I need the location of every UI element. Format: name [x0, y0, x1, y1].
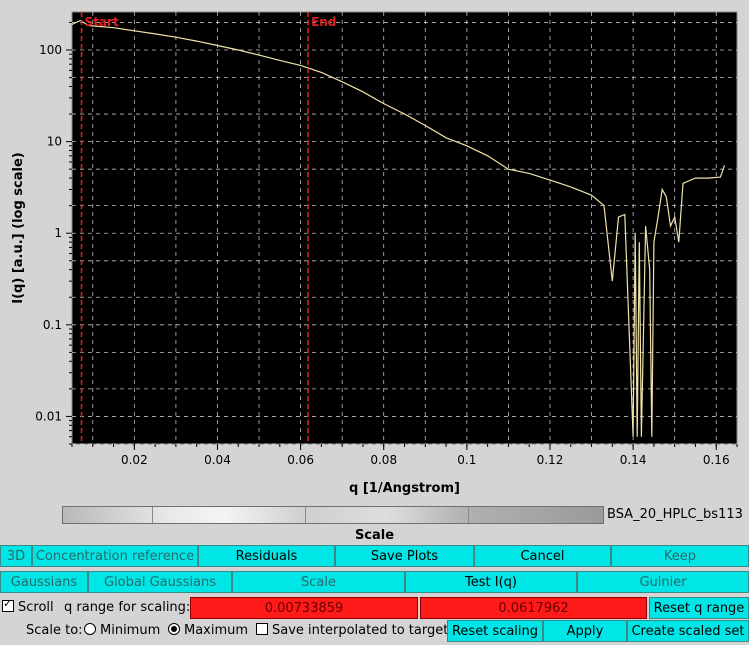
- x-tick-label: 0.1: [457, 453, 476, 467]
- chart-canvas[interactable]: Start End 0.02 0.04 0.06 0.08 0.1 0.12 0.14 0.16 1…: [0, 0, 749, 500]
- y-tick-label: 1: [54, 226, 62, 240]
- intensity-plot[interactable]: Start End 0.02 0.04 0.06 0.08 0.1 0.12 0.14 0.16 1…: [0, 0, 749, 500]
- x-tick-label: 0.06: [287, 453, 314, 467]
- q-range-label: q range for scaling:: [64, 600, 191, 615]
- scroll-checkbox[interactable]: [2, 597, 14, 612]
- q-range-row: Scroll q range for scaling: 0.00733859 0…: [0, 597, 749, 619]
- scroll-label: Scroll: [18, 600, 54, 615]
- minimum-radio[interactable]: [84, 623, 96, 635]
- scroll-toggle[interactable]: Scroll: [2, 597, 54, 615]
- save-interpolated-checkbox[interactable]: [256, 623, 268, 635]
- plot-background: [71, 11, 738, 445]
- test-iq-button[interactable]: Test I(q): [405, 571, 577, 593]
- y-tick-label: 100: [39, 43, 62, 57]
- residuals-button[interactable]: Residuals: [198, 545, 335, 567]
- maximum-radio-option[interactable]: Maximum: [168, 623, 248, 638]
- save-interpolated-option[interactable]: Save interpolated to target: [256, 623, 448, 638]
- scale-to-label: Scale to:: [26, 623, 83, 638]
- apply-button[interactable]: Apply: [543, 620, 627, 642]
- save-plots-button[interactable]: Save Plots: [335, 545, 474, 567]
- range-marker-label-end: End: [311, 15, 336, 29]
- x-tick-label: 0.02: [121, 453, 148, 467]
- y-tick-label: 0.01: [35, 409, 62, 423]
- gaussians-button[interactable]: Gaussians: [0, 571, 88, 593]
- scale-slider-row: BSA_20_HPLC_bs113: [0, 503, 749, 527]
- 3d-button[interactable]: 3D: [0, 545, 32, 567]
- global-gaussians-button[interactable]: Global Gaussians: [88, 571, 232, 593]
- button-row-1: 3D Concentration reference Residuals Sav…: [0, 545, 749, 567]
- maximum-radio[interactable]: [168, 623, 180, 635]
- x-tick-label: 0.04: [204, 453, 231, 467]
- slider-segment: [305, 507, 469, 523]
- reset-q-range-button[interactable]: Reset q range: [649, 597, 749, 619]
- cancel-button[interactable]: Cancel: [474, 545, 611, 567]
- x-tick-label: 0.12: [537, 453, 564, 467]
- y-tick-label: 10: [47, 135, 62, 149]
- x-tick-label: 0.14: [620, 453, 647, 467]
- minimum-radio-option[interactable]: Minimum: [84, 623, 160, 638]
- scale-section-title: Scale: [354, 528, 395, 543]
- x-tick-label: 0.08: [370, 453, 397, 467]
- guinier-button[interactable]: Guinier: [577, 571, 749, 593]
- x-tick-label: 0.16: [703, 453, 730, 467]
- x-axis-label: q [1/Angstrom]: [349, 481, 460, 496]
- q-max-field[interactable]: 0.0617962: [420, 597, 647, 619]
- q-min-field[interactable]: 0.00733859: [190, 597, 418, 619]
- maximum-label: Maximum: [184, 623, 249, 638]
- minimum-label: Minimum: [100, 623, 161, 638]
- scale-button[interactable]: Scale: [232, 571, 405, 593]
- slider-segment: [152, 507, 306, 523]
- intensity-curve: [71, 19, 726, 437]
- button-row-2: Gaussians Global Gaussians Scale Test I(…: [0, 571, 749, 593]
- slider-segment: [63, 507, 153, 523]
- y-axis-label: I(q) [a.u.] (log scale): [11, 152, 26, 303]
- dataset-name-label: BSA_20_HPLC_bs113: [607, 507, 743, 522]
- y-tick-label: 0.1: [43, 318, 62, 332]
- concentration-reference-button[interactable]: Concentration reference: [32, 545, 198, 567]
- scale-slider[interactable]: [62, 506, 604, 524]
- scale-options-row: Scale to: Minimum Maximum Save interpola…: [0, 620, 749, 642]
- keep-button[interactable]: Keep: [611, 545, 749, 567]
- reset-scaling-button[interactable]: Reset scaling: [447, 620, 543, 642]
- save-interpolated-label: Save interpolated to target: [272, 623, 449, 638]
- create-scaled-set-button[interactable]: Create scaled set: [627, 620, 749, 642]
- range-marker-label-start: Start: [85, 15, 119, 29]
